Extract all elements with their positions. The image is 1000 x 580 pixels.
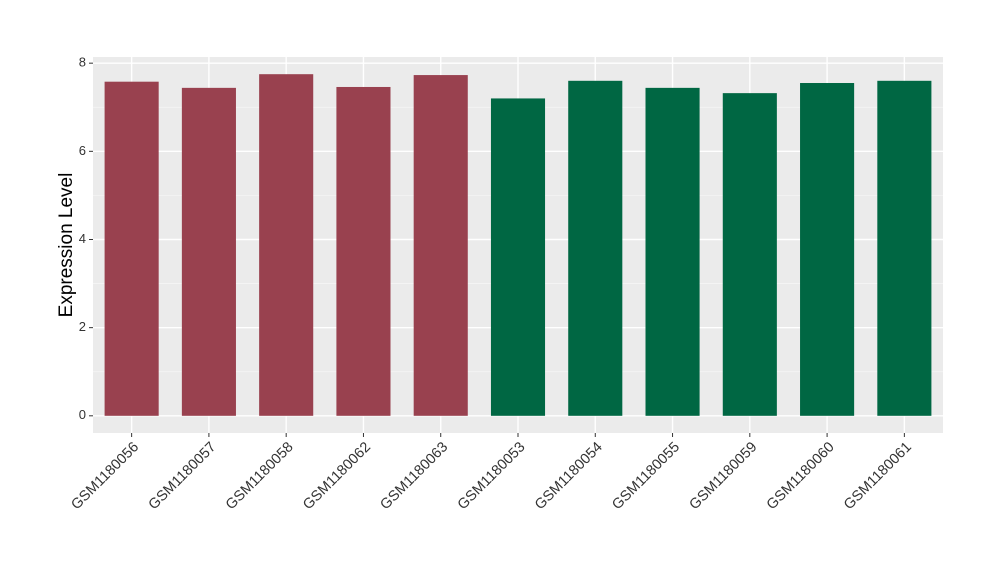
bar — [259, 74, 314, 416]
bar — [645, 87, 700, 416]
y-tick-label: 4 — [79, 231, 86, 246]
x-tick-label: GSM1180058 — [223, 439, 297, 513]
bar — [336, 86, 391, 416]
x-tick-label: GSM1180063 — [377, 439, 451, 513]
x-tick-label: GSM1180061 — [841, 439, 915, 513]
x-tick-label: GSM1180054 — [532, 439, 606, 513]
bar — [722, 93, 777, 416]
x-tick-label: GSM1180059 — [687, 439, 761, 513]
y-tick-label: 2 — [79, 319, 86, 334]
bar — [490, 98, 546, 416]
x-tick-label: GSM1180056 — [68, 439, 142, 513]
y-axis-label: Expression Level — [56, 173, 77, 318]
x-tick-label: GSM1180055 — [609, 439, 683, 513]
x-tick-label: GSM1180060 — [764, 439, 838, 513]
x-tick-label: GSM1180057 — [146, 439, 220, 513]
bar — [877, 80, 932, 416]
bar — [104, 81, 159, 416]
y-tick-label: 8 — [79, 55, 86, 70]
y-tick-label: 0 — [79, 407, 86, 422]
bar — [413, 75, 468, 416]
x-tick-label: GSM1180053 — [455, 439, 529, 513]
y-tick-label: 6 — [79, 143, 86, 158]
bar — [800, 83, 855, 416]
x-tick-label: GSM1180062 — [300, 439, 374, 513]
bar — [568, 80, 623, 416]
bar — [181, 87, 236, 416]
